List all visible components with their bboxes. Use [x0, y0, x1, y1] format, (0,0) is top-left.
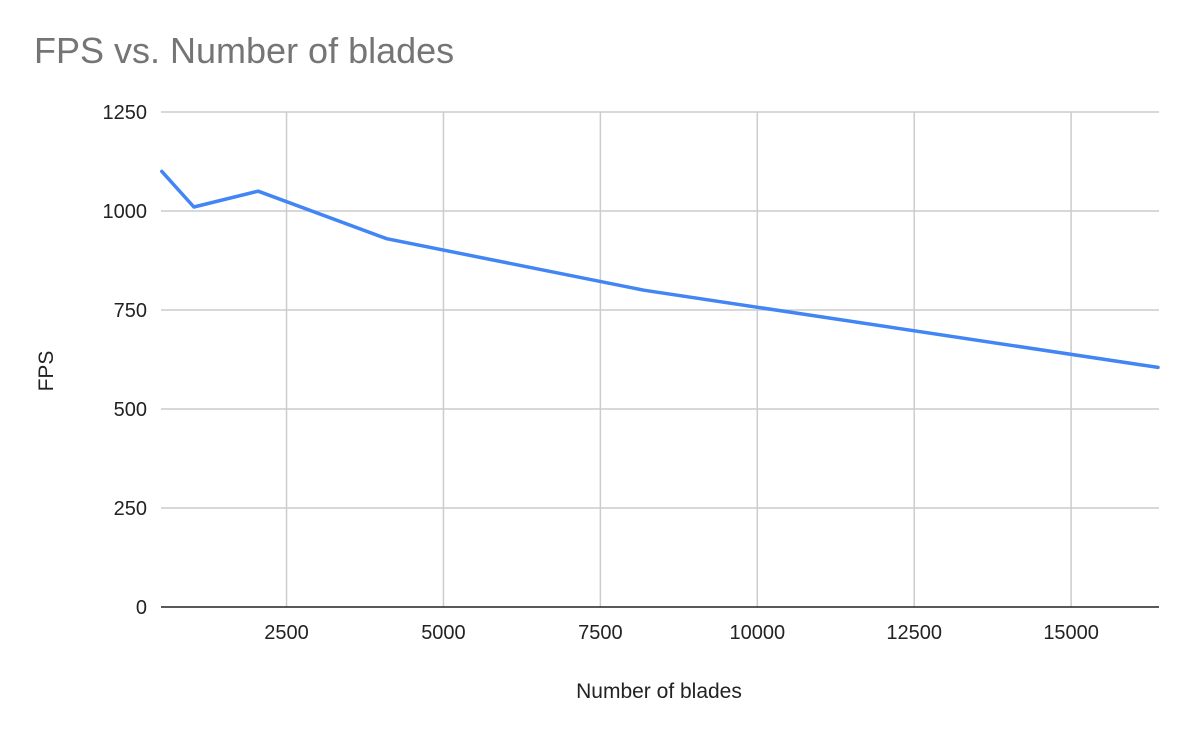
y-tick-label: 1000 [103, 201, 148, 223]
x-tick-label: 7500 [578, 622, 623, 644]
y-tick-label: 1250 [103, 102, 148, 124]
series-layer [160, 169, 1160, 370]
x-tick-label: 12500 [886, 622, 942, 644]
y-tick-label: 0 [136, 597, 147, 619]
grid-layer [161, 111, 1159, 608]
y-axis-title: FPS [35, 351, 58, 392]
chart-title: FPS vs. Number of blades [34, 30, 455, 71]
x-tick-label: 10000 [729, 622, 785, 644]
x-tick-label: 2500 [264, 622, 309, 644]
x-tick-label: 5000 [421, 622, 466, 644]
y-tick-label: 500 [114, 399, 147, 421]
y-tick-label: 250 [114, 498, 147, 520]
x-tick-label: 15000 [1043, 622, 1099, 644]
y-tick-label: 750 [114, 300, 147, 322]
series-line-fps [160, 169, 1160, 370]
x-axis-title: Number of blades [576, 680, 742, 703]
tick-labels: 0 250 500 750 1000 1250 2500 5000 7500 10000 12500… [103, 102, 1099, 644]
